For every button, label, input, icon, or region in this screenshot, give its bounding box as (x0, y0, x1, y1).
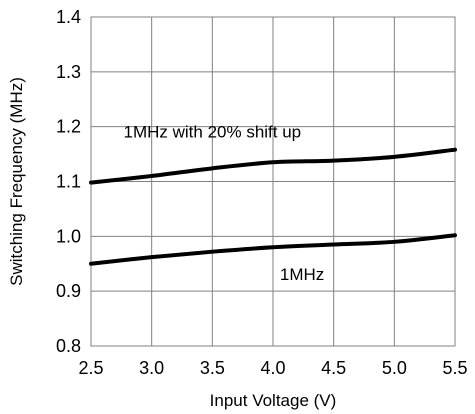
y-tick-label: 1.3 (56, 62, 81, 82)
series-line-shifted (89, 147, 457, 185)
x-axis-ticks: 2.5 3.0 3.5 4.0 4.5 5.0 5.5 (78, 358, 467, 378)
annotation-nominal-label: 1MHz (280, 265, 324, 284)
annotation-shifted-label: 1MHz with 20% shift up (124, 123, 302, 142)
x-tick-label: 3.0 (139, 358, 164, 378)
x-tick-label: 5.0 (382, 358, 407, 378)
x-tick-label: 4.5 (321, 358, 346, 378)
y-tick-label: 1.1 (56, 172, 81, 192)
x-tick-label: 3.5 (200, 358, 225, 378)
x-tick-label: 2.5 (78, 358, 103, 378)
annotations: 1MHz with 20% shift up 1MHz (124, 123, 325, 285)
x-axis-title: Input Voltage (V) (210, 391, 337, 410)
y-axis-ticks: 0.8 0.9 1.0 1.1 1.2 1.3 1.4 (56, 7, 81, 356)
y-tick-label: 1.0 (56, 226, 81, 246)
x-tick-label: 5.5 (442, 358, 467, 378)
series-line-nominal (89, 233, 457, 266)
y-tick-label: 1.2 (56, 117, 81, 137)
y-tick-label: 0.9 (56, 281, 81, 301)
y-tick-label: 1.4 (56, 7, 81, 27)
x-tick-label: 4.0 (260, 358, 285, 378)
series-group (89, 147, 457, 266)
grid (90, 16, 456, 347)
y-tick-label: 0.8 (56, 336, 81, 356)
y-axis-title: Switching Frequency (MHz) (7, 77, 26, 286)
